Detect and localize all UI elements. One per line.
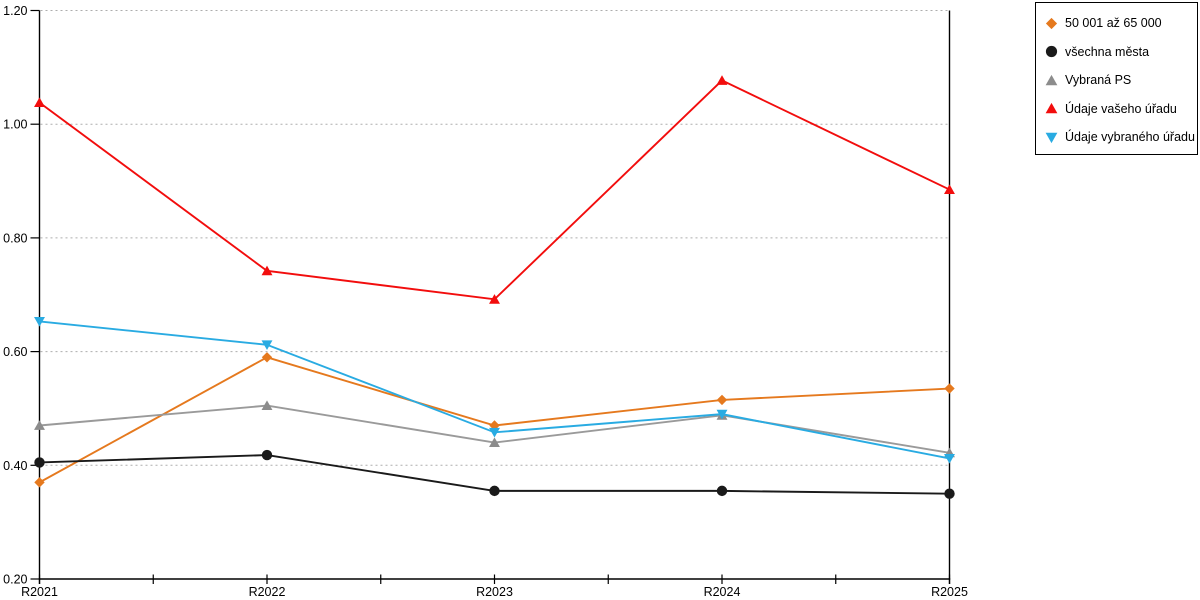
data-point-marker — [34, 97, 45, 108]
legend-item-label: Údaje vašeho úřadu — [1065, 101, 1177, 116]
legend-item: Údaje vybraného úřadu — [1036, 123, 1197, 152]
legend-item: všechna města — [1036, 38, 1197, 67]
data-point-marker — [716, 75, 728, 85]
y-axis-tick-label: 0.60 — [3, 345, 27, 359]
data-point-marker — [489, 437, 500, 447]
data-point-marker — [944, 383, 955, 394]
data-point-marker — [489, 427, 500, 438]
x-axis-tick-label: R2021 — [21, 585, 58, 599]
y-axis-tick-label: 0.40 — [3, 459, 27, 473]
chart-legend: 50 001 až 65 000 všechna města Vybraná PS Ú… — [1035, 2, 1198, 155]
legend-item-label: Údaje vybraného úřadu — [1065, 130, 1195, 145]
data-point-marker — [716, 409, 728, 420]
diamond-icon — [1045, 17, 1058, 29]
x-axis-tick-label: R2024 — [704, 585, 741, 599]
x-axis-tick-label: R2025 — [931, 585, 968, 599]
data-point-marker — [261, 265, 273, 276]
data-point-marker — [489, 485, 500, 497]
data-point-marker — [34, 457, 45, 468]
data-point-marker — [34, 420, 45, 430]
data-point-marker — [944, 454, 955, 464]
data-point-marker — [489, 294, 500, 304]
triangle-up-icon — [1045, 74, 1058, 86]
circle-icon — [1045, 46, 1058, 58]
y-axis-tick-label: 0.20 — [3, 573, 27, 587]
data-point-marker — [261, 340, 273, 350]
legend-item-label: 50 001 až 65 000 — [1065, 16, 1162, 31]
series-line-triangle-up — [38, 79, 950, 301]
legend-item: Vybraná PS — [1036, 66, 1197, 95]
data-point-marker — [944, 488, 955, 499]
data-point-marker — [716, 394, 728, 406]
y-axis-tick-label: 1.00 — [3, 118, 27, 132]
data-point-marker — [261, 352, 273, 363]
x-axis-tick-label: R2023 — [476, 585, 513, 599]
legend-item-label: Vybraná PS — [1065, 73, 1132, 88]
legend-item: 50 001 až 65 000 — [1036, 9, 1197, 38]
data-point-marker — [34, 477, 45, 488]
series-line-diamond — [39, 356, 950, 484]
data-point-marker — [944, 184, 955, 194]
data-point-marker — [716, 485, 728, 497]
legend-item: Údaje vašeho úřadu — [1036, 95, 1197, 124]
triangle-up-icon — [1045, 103, 1058, 114]
data-point-marker — [261, 400, 273, 411]
data-point-marker — [34, 317, 45, 327]
x-axis-tick-label: R2022 — [249, 585, 286, 599]
y-axis-tick-label: 0.80 — [3, 231, 27, 245]
data-point-marker — [261, 449, 273, 461]
legend-item-label: všechna města — [1065, 44, 1150, 59]
triangle-down-icon — [1045, 132, 1058, 143]
y-axis-tick-label: 1.20 — [3, 4, 27, 18]
